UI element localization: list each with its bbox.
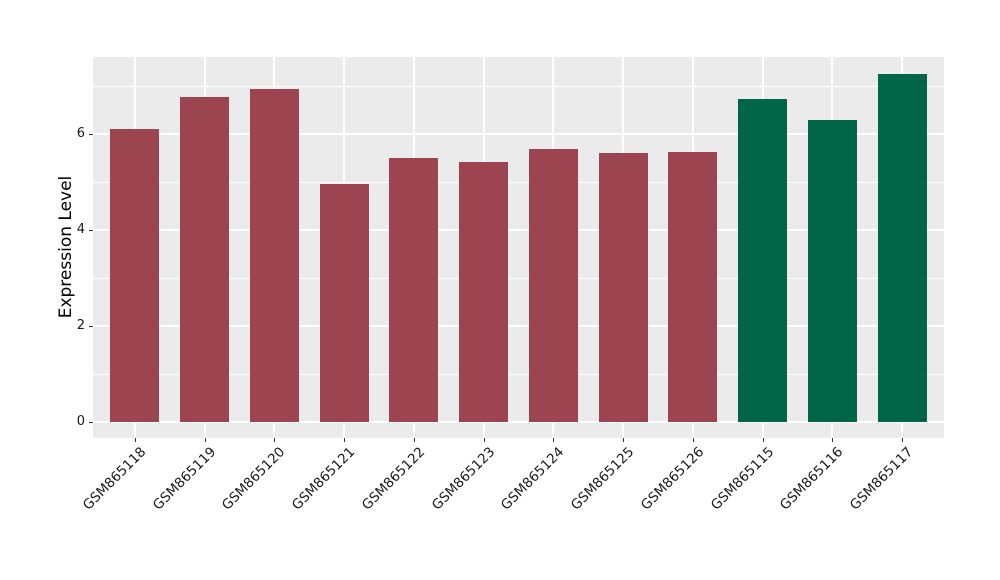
x-tick-mark bbox=[484, 438, 485, 442]
y-tick-label: 0 bbox=[76, 414, 85, 429]
x-tick-mark bbox=[763, 438, 764, 442]
x-tick-mark bbox=[902, 438, 903, 442]
y-tick-label: 2 bbox=[76, 318, 85, 333]
bar-GSM865116 bbox=[808, 120, 857, 422]
x-tick-mark bbox=[414, 438, 415, 442]
plot-panel bbox=[93, 57, 944, 438]
minor-gridline bbox=[93, 86, 944, 87]
minor-gridline bbox=[93, 374, 944, 375]
x-tick-mark bbox=[135, 438, 136, 442]
bar-GSM865121 bbox=[320, 184, 369, 422]
bar-GSM865125 bbox=[599, 153, 648, 422]
bar-GSM865123 bbox=[459, 162, 508, 422]
y-tick-mark bbox=[89, 326, 93, 327]
x-tick-mark bbox=[623, 438, 624, 442]
bar-GSM865120 bbox=[250, 89, 299, 422]
bar-GSM865118 bbox=[110, 129, 159, 422]
minor-gridline bbox=[93, 182, 944, 183]
y-tick-mark bbox=[89, 134, 93, 135]
major-gridline bbox=[93, 421, 944, 423]
bar-GSM865126 bbox=[668, 152, 717, 422]
x-tick-mark bbox=[553, 438, 554, 442]
major-gridline bbox=[93, 133, 944, 135]
x-tick-mark bbox=[205, 438, 206, 442]
major-gridline bbox=[93, 325, 944, 327]
y-tick-label: 6 bbox=[76, 126, 85, 141]
y-tick-label: 4 bbox=[76, 222, 85, 237]
bar-GSM865122 bbox=[389, 158, 438, 422]
x-tick-mark bbox=[344, 438, 345, 442]
y-tick-mark bbox=[89, 422, 93, 423]
bar-GSM865117 bbox=[878, 74, 927, 422]
y-tick-mark bbox=[89, 230, 93, 231]
major-gridline bbox=[93, 229, 944, 231]
bar-GSM865124 bbox=[529, 149, 578, 422]
bar-GSM865119 bbox=[180, 97, 229, 422]
bar-GSM865115 bbox=[738, 99, 787, 422]
x-tick-mark bbox=[274, 438, 275, 442]
x-tick-mark bbox=[693, 438, 694, 442]
x-tick-mark bbox=[832, 438, 833, 442]
minor-gridline bbox=[93, 278, 944, 279]
